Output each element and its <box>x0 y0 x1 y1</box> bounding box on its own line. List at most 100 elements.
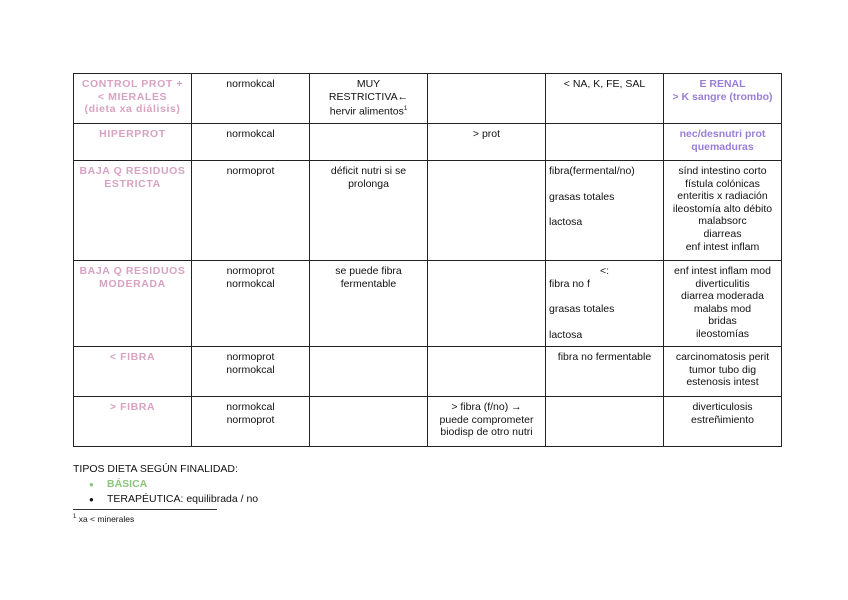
table-cell <box>545 123 664 161</box>
row-label-cell: > FIBRA <box>73 396 192 447</box>
table-cell: < NA, K, FE, SAL <box>545 73 664 124</box>
table-row: BAJA Q RESIDUOS MODERADA normoprot normokca… <box>73 260 782 347</box>
table-cell <box>309 396 428 447</box>
cell-line: fibra(fermental/no) <box>549 165 635 177</box>
cell-line: ileostomía alto débito <box>672 202 773 215</box>
cell-line <box>549 203 660 216</box>
cell-line: lactosa <box>549 328 583 341</box>
table-cell <box>427 346 546 397</box>
row-label-cell: BAJA Q RESIDUOS ESTRICTA <box>73 160 192 261</box>
cell-line: > fibra (f/no) → <box>451 401 522 413</box>
cell-line: fermentable <box>340 277 397 290</box>
table-row: BAJA Q RESIDUOS ESTRICTA normoprot déficit … <box>73 160 782 261</box>
table-cell: déficit nutri si se prolonga <box>309 160 428 261</box>
cell-line: malabs mod <box>693 302 752 315</box>
table-row: < FIBRA normoprot normokcal fibra no fermen… <box>73 346 782 397</box>
cell-line: estreñimiento <box>690 413 755 426</box>
table-cell: E RENAL > K sangre (trombo) <box>663 73 782 124</box>
row-label-line: CONTROL PROT + <box>81 78 184 90</box>
diet-types-notes: TIPOS DIETA SEGÚN FINALIDAD: ● BÁSICA ● TER… <box>73 462 258 507</box>
table-cell: MUY RESTRICTIVA← hervir alimentos1 <box>309 73 428 124</box>
table-cell: <: fibra no f grasas totales lactosa <box>545 260 664 347</box>
cell-line: normoprot <box>226 265 275 277</box>
cell-line: puede comprometer <box>439 413 534 426</box>
cell-line <box>549 290 660 303</box>
cell-line: sínd intestino corto <box>678 165 767 177</box>
cell-line: diverticulitis <box>695 277 750 290</box>
footnote-mark: 1 <box>73 514 77 521</box>
cell-line <box>549 178 660 191</box>
table-row: HIPERPROT normokcal > prot nec/desnutri pro… <box>73 123 782 161</box>
cell-line: normokcal <box>226 128 275 140</box>
cell-line: grasas totales <box>549 303 615 316</box>
cell-line: normokcal <box>226 363 275 376</box>
table-cell <box>427 260 546 347</box>
cell-line: enf intest inflam <box>685 240 760 253</box>
table-cell: normokcal <box>191 73 310 124</box>
notes-list: ● BÁSICA ● TERAPÉUTICA: equilibrada / no <box>73 477 258 507</box>
cell-line: MUY <box>356 78 381 90</box>
table-cell: normokcal normoprot <box>191 396 310 447</box>
table-cell <box>309 346 428 397</box>
table-cell: fibra(fermental/no) grasas totales lactosa <box>545 160 664 261</box>
row-label-line: ESTRICTA <box>104 177 161 190</box>
row-label-line: BAJA Q RESIDUOS <box>79 265 186 277</box>
cell-line: normokcal <box>226 277 275 290</box>
table-cell: normoprot normokcal <box>191 260 310 347</box>
cell-line: se puede fibra <box>335 265 402 277</box>
notes-heading: TIPOS DIETA SEGÚN FINALIDAD: <box>73 463 238 475</box>
table-cell: > fibra (f/no) → puede comprometer biodisp… <box>427 396 546 447</box>
cell-line: tumor tubo dig <box>688 363 757 376</box>
cell-line: lactosa <box>549 216 583 229</box>
notes-item: ● TERAPÉUTICA: equilibrada / no <box>89 492 258 507</box>
cell-line: déficit nutri si se <box>330 165 407 177</box>
footnote-ref: 1 <box>403 106 408 113</box>
footnote-text: xa < minerales <box>78 514 135 524</box>
notes-item: ● BÁSICA <box>89 477 258 492</box>
cell-line: nec/desnutri prot <box>679 128 766 140</box>
row-label-line: HIPERPROT <box>99 128 166 140</box>
cell-line: ileostomías <box>695 327 750 340</box>
footnote: 1 xa < minerales <box>73 514 134 524</box>
cell-line: normokcal <box>226 401 275 413</box>
cell-line <box>549 316 660 329</box>
table-cell: sínd intestino corto fístula colónicas ent… <box>663 160 782 261</box>
cell-line: diarrea moderada <box>681 290 764 303</box>
table-cell <box>427 73 546 124</box>
row-label-cell: CONTROL PROT + < MIERALES (dieta xa diális… <box>73 73 192 124</box>
cell-heading: <: <box>599 265 610 277</box>
cell-line: diarreas <box>703 227 742 240</box>
cell-line: normokcal <box>226 78 275 90</box>
row-label-line: > FIBRA <box>109 401 156 413</box>
row-label-cell: HIPERPROT <box>73 123 192 161</box>
row-label-line: (dieta xa diálisis) <box>84 103 181 116</box>
cell-line: < NA, K, FE, SAL <box>563 78 646 90</box>
cell-line: normoprot <box>226 413 275 426</box>
row-label-line: MODERADA <box>99 277 166 290</box>
table-cell <box>427 160 546 261</box>
cell-line: estenosis intest <box>686 376 759 389</box>
notes-item-text: BÁSICA <box>107 478 148 490</box>
cell-line: prolonga <box>348 177 389 190</box>
diet-table: CONTROL PROT + < MIERALES (dieta xa diális… <box>73 73 782 447</box>
cell-line: grasas totales <box>549 190 615 203</box>
cell-line: fístula colónicas <box>685 177 760 190</box>
cell-line: bridas <box>708 315 737 328</box>
cell-line: enteritis x radiación <box>677 190 768 203</box>
cell-line: diverticulosis <box>692 401 753 413</box>
row-label-cell: BAJA Q RESIDUOS MODERADA <box>73 260 192 347</box>
cell-line: normoprot <box>226 351 275 363</box>
table-cell: se puede fibra fermentable <box>309 260 428 347</box>
table-cell: nec/desnutri prot quemaduras <box>663 123 782 161</box>
footnote-separator <box>73 509 217 510</box>
row-label-line: < FIBRA <box>109 351 156 363</box>
cell-line: > K sangre (trombo) <box>672 90 773 103</box>
table-cell: normokcal <box>191 123 310 161</box>
cell-line: E RENAL <box>699 78 746 90</box>
table-cell: fibra no fermentable <box>545 346 664 397</box>
bullet-icon: ● <box>89 480 94 489</box>
row-label-line: BAJA Q RESIDUOS <box>79 165 186 177</box>
table-cell: enf intest inflam mod diverticulitis diarr… <box>663 260 782 347</box>
table-cell: carcinomatosis perit tumor tubo dig esteno… <box>663 346 782 397</box>
cell-line: carcinomatosis perit <box>675 351 770 363</box>
